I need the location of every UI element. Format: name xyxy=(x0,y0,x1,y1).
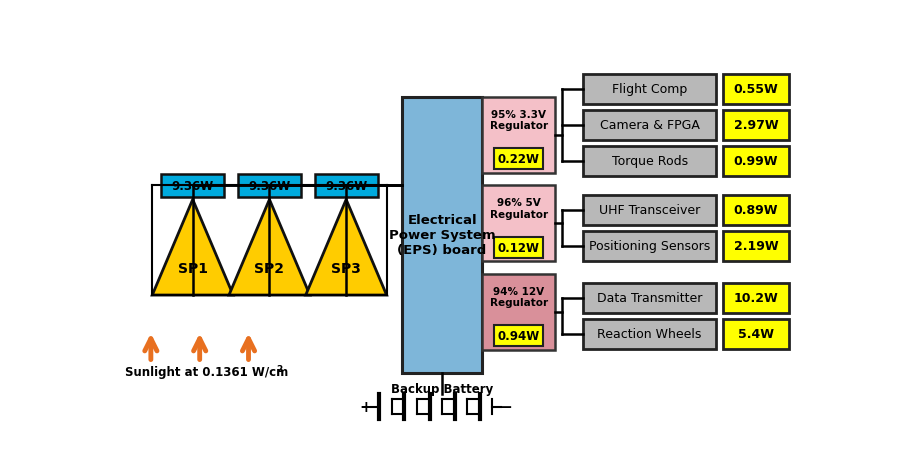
Text: 96% 5V
Regulator: 96% 5V Regulator xyxy=(490,198,548,219)
Text: UHF Transceiver: UHF Transceiver xyxy=(599,204,700,217)
FancyBboxPatch shape xyxy=(583,111,716,140)
Polygon shape xyxy=(229,200,310,296)
Text: 0.89W: 0.89W xyxy=(734,204,778,217)
Text: SP1: SP1 xyxy=(177,262,208,276)
Text: Electrical
Power System
(EPS) board: Electrical Power System (EPS) board xyxy=(389,214,495,257)
Polygon shape xyxy=(152,200,233,296)
Text: Torque Rods: Torque Rods xyxy=(611,155,688,168)
FancyBboxPatch shape xyxy=(494,325,544,347)
Text: 9.36W: 9.36W xyxy=(325,179,367,192)
Text: Positioning Sensors: Positioning Sensors xyxy=(589,240,710,253)
Text: Flight Comp: Flight Comp xyxy=(612,83,688,96)
FancyBboxPatch shape xyxy=(494,237,544,258)
Text: SP3: SP3 xyxy=(331,262,361,276)
Text: −: − xyxy=(500,399,513,414)
FancyBboxPatch shape xyxy=(482,274,555,350)
Text: 0.22W: 0.22W xyxy=(498,153,540,166)
FancyBboxPatch shape xyxy=(583,319,716,349)
Text: Camera & FPGA: Camera & FPGA xyxy=(599,119,699,132)
FancyBboxPatch shape xyxy=(482,186,555,262)
Text: 9.36W: 9.36W xyxy=(172,179,214,192)
Text: 5.4W: 5.4W xyxy=(738,328,774,341)
Text: 95% 3.3V
Regulator: 95% 3.3V Regulator xyxy=(490,110,548,131)
FancyBboxPatch shape xyxy=(723,319,789,349)
Text: 0.12W: 0.12W xyxy=(498,241,540,254)
Text: 2.19W: 2.19W xyxy=(734,240,778,253)
FancyBboxPatch shape xyxy=(161,174,224,197)
Text: SP2: SP2 xyxy=(255,262,284,276)
FancyBboxPatch shape xyxy=(238,174,301,197)
Text: 0.55W: 0.55W xyxy=(734,83,778,96)
FancyBboxPatch shape xyxy=(402,97,482,373)
FancyBboxPatch shape xyxy=(583,283,716,313)
Text: 2: 2 xyxy=(276,364,283,373)
FancyBboxPatch shape xyxy=(723,74,789,105)
Text: Backup Battery: Backup Battery xyxy=(391,382,493,395)
FancyBboxPatch shape xyxy=(315,174,378,197)
Text: Reaction Wheels: Reaction Wheels xyxy=(598,328,702,341)
FancyBboxPatch shape xyxy=(723,196,789,225)
FancyBboxPatch shape xyxy=(723,283,789,313)
FancyBboxPatch shape xyxy=(723,231,789,262)
FancyBboxPatch shape xyxy=(482,97,555,174)
FancyBboxPatch shape xyxy=(583,74,716,105)
Text: Data Transmitter: Data Transmitter xyxy=(597,291,702,305)
Text: 94% 12V
Regulator: 94% 12V Regulator xyxy=(490,286,548,308)
Text: 9.36W: 9.36W xyxy=(248,179,291,192)
FancyBboxPatch shape xyxy=(583,231,716,262)
Text: +: + xyxy=(359,399,372,414)
Text: Sunlight at 0.1361 W/cm: Sunlight at 0.1361 W/cm xyxy=(125,365,288,379)
Text: 0.94W: 0.94W xyxy=(498,330,540,342)
FancyBboxPatch shape xyxy=(583,196,716,225)
FancyBboxPatch shape xyxy=(583,146,716,177)
Text: 2.97W: 2.97W xyxy=(734,119,778,132)
FancyBboxPatch shape xyxy=(723,146,789,177)
FancyBboxPatch shape xyxy=(723,111,789,140)
Text: 10.2W: 10.2W xyxy=(734,291,778,305)
FancyBboxPatch shape xyxy=(494,149,544,170)
Polygon shape xyxy=(306,200,387,296)
Text: 0.99W: 0.99W xyxy=(734,155,778,168)
